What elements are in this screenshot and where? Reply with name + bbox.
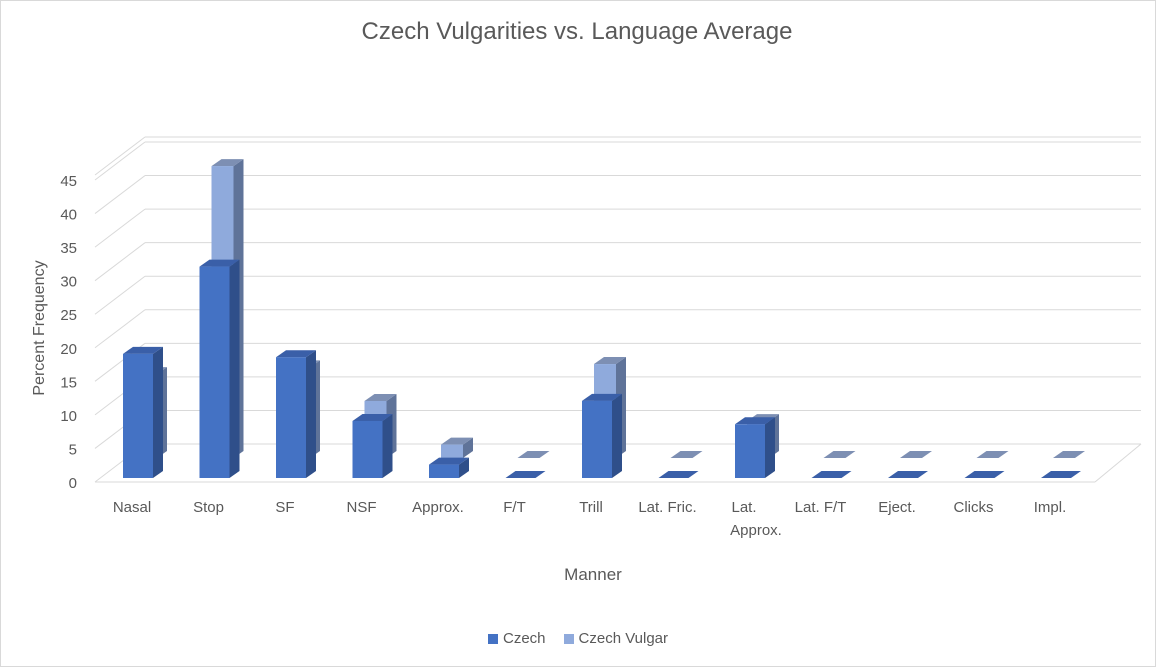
bar-czech-top	[811, 471, 852, 478]
x-tick-label: F/T	[503, 499, 526, 516]
bar-czech-side	[306, 350, 316, 478]
floor-right-edge	[1094, 443, 1142, 483]
bar-czech-vulgar-top	[670, 451, 703, 458]
bar-czech-top	[199, 259, 240, 267]
y-tick-label: 40	[60, 207, 77, 224]
side-gridline	[94, 242, 146, 282]
bar-czech-vulgar-top	[976, 451, 1009, 458]
chart-title: Czech Vulgarities vs. Language Average	[361, 18, 793, 45]
x-tick-label: Nasal	[113, 499, 151, 516]
x-tick-label: Approx.	[412, 499, 464, 516]
side-wall-top	[94, 136, 146, 176]
y-tick-label: 20	[60, 341, 77, 358]
side-gridline	[94, 275, 146, 315]
bar-czech-vulgar-side	[463, 437, 473, 458]
y-tick-label: 30	[60, 274, 77, 291]
bar-czech	[735, 424, 765, 478]
bar-czech-vulgar-top	[364, 393, 397, 401]
bar-czech-side	[229, 259, 240, 478]
bar-czech-top	[888, 471, 928, 478]
x-tick-label: Eject.	[878, 499, 916, 516]
y-tick-label: 25	[60, 307, 77, 324]
x-tick-label: NSF	[347, 499, 377, 516]
bar-czech-side	[382, 413, 393, 478]
side-gridline	[94, 309, 146, 349]
y-tick-label: 0	[69, 475, 77, 492]
x-tick-label: Approx.	[730, 522, 782, 539]
side-gridline	[94, 141, 146, 181]
bar-czech-vulgar-top	[823, 451, 856, 458]
x-tick-label: Lat.	[731, 499, 756, 516]
bar-czech-side	[765, 417, 775, 478]
y-tick-label: 45	[60, 173, 77, 190]
bar-czech-top	[505, 471, 546, 478]
bar-czech-vulgar	[441, 444, 463, 458]
x-tick-label: Trill	[579, 499, 603, 516]
bar-czech-vulgar-top	[594, 357, 626, 365]
legend-item-czech-vulgar: Czech Vulgar	[563, 630, 669, 647]
bar-czech	[276, 357, 306, 478]
legend-swatch-czech	[488, 633, 498, 644]
y-tick-label: 10	[60, 408, 77, 425]
x-tick-label: Clicks	[954, 499, 994, 516]
bar-czech-top	[429, 457, 469, 465]
x-tick-label: Lat. Fric.	[638, 499, 696, 516]
bar-czech-top	[1041, 471, 1081, 478]
legend-item-czech: Czech	[488, 630, 546, 647]
x-tick-label: Impl.	[1034, 499, 1067, 516]
bar-czech	[582, 400, 612, 478]
bar-czech-top	[276, 350, 316, 358]
bar-czech-vulgar-top	[211, 159, 244, 167]
y-tick-label: 5	[69, 441, 77, 458]
y-tick-label: 15	[60, 374, 77, 391]
bar-czech-side	[153, 346, 163, 478]
bar-czech	[123, 353, 153, 478]
bar-czech-vulgar-top	[441, 437, 473, 445]
side-gridline	[94, 175, 146, 214]
bar-czech	[429, 464, 459, 478]
bar-czech-side	[459, 457, 469, 478]
bar-czech	[199, 266, 230, 478]
bar-czech	[352, 420, 383, 478]
x-tick-label: Lat. F/T	[795, 499, 847, 516]
bar-czech-top	[658, 471, 699, 478]
bar-czech-vulgar-top	[1053, 451, 1085, 458]
legend-label-czech-vulgar: Czech Vulgar	[578, 630, 669, 647]
bar-czech-top	[964, 471, 1005, 478]
legend: Czech Czech Vulgar	[488, 630, 668, 647]
bar-czech-side	[612, 393, 622, 478]
bar-czech-vulgar-top	[517, 451, 550, 458]
bar-czech-top	[123, 346, 163, 354]
bar-czech-top	[735, 417, 775, 425]
legend-label-czech: Czech	[503, 630, 546, 647]
x-tick-label: Stop	[193, 499, 224, 516]
bar-czech-vulgar-top	[900, 451, 932, 458]
y-tick-label: 35	[60, 240, 77, 257]
legend-swatch-czech-vulgar	[563, 633, 574, 644]
bar-czech-top	[352, 413, 393, 421]
x-tick-label: SF	[275, 499, 294, 516]
x-axis-label: Manner	[564, 565, 622, 584]
bar-czech-top	[582, 393, 622, 401]
side-gridline	[94, 208, 146, 248]
